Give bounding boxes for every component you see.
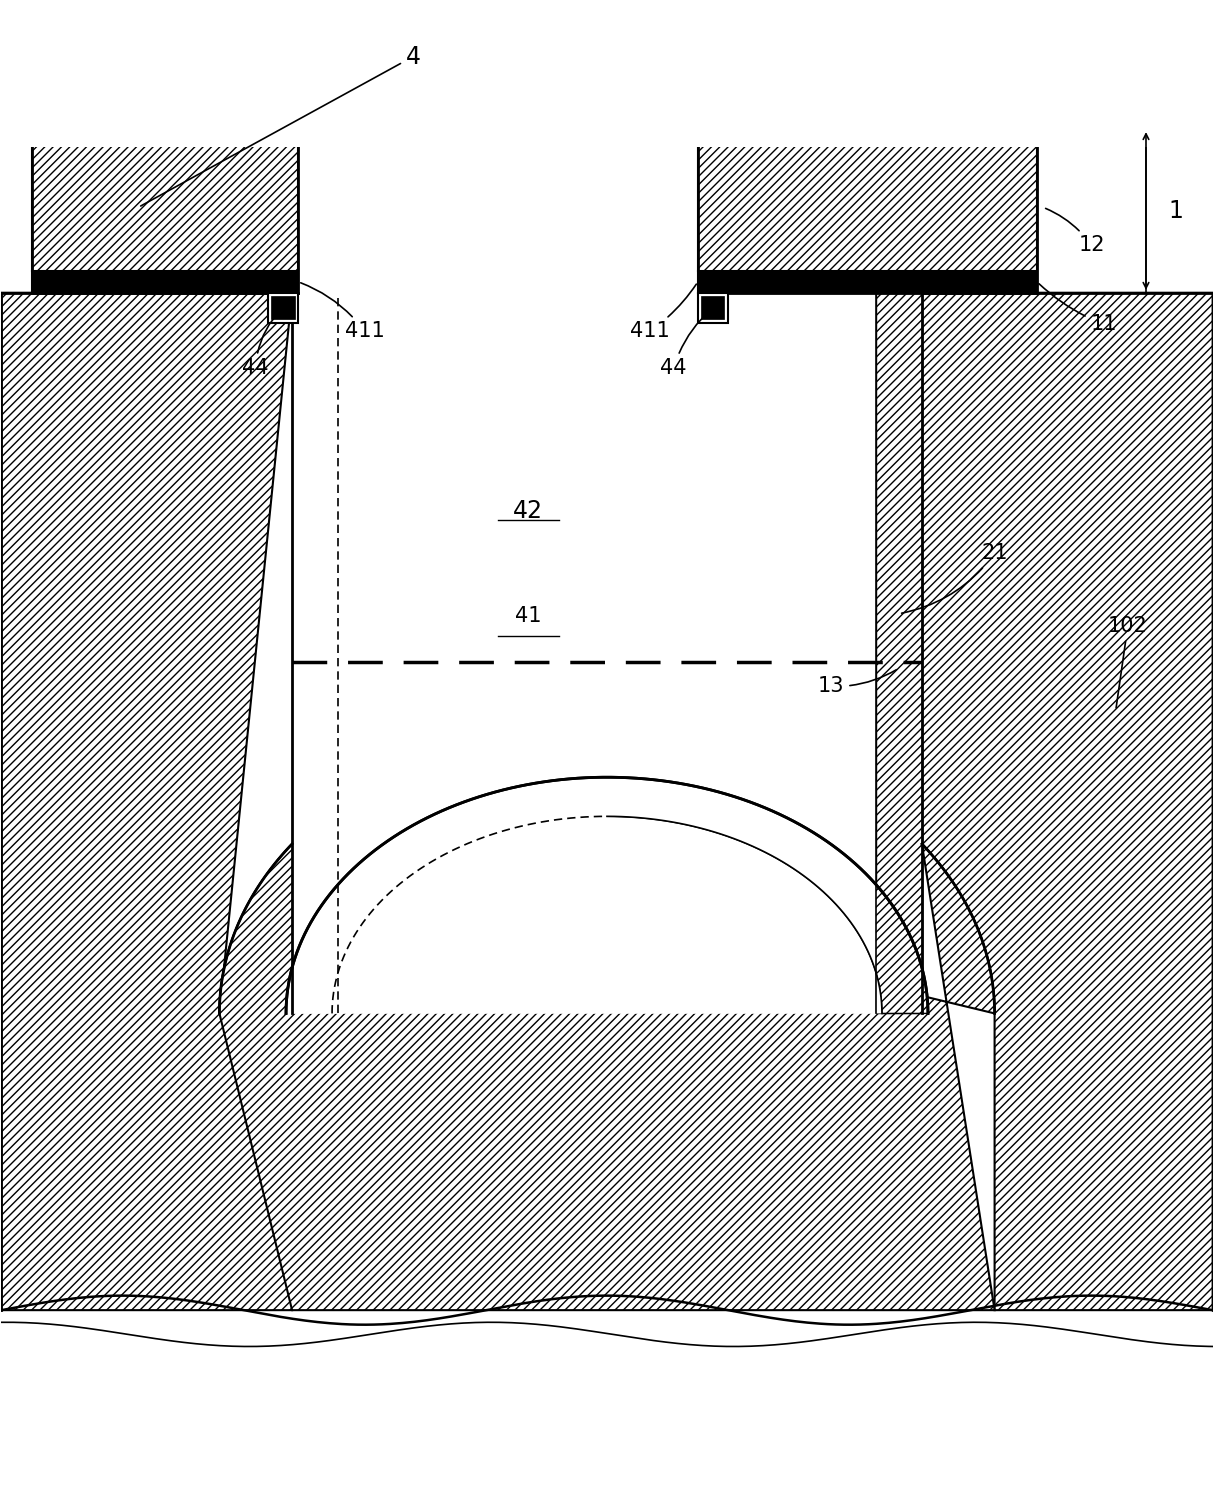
Text: 102: 102 xyxy=(1108,616,1147,708)
Text: 41: 41 xyxy=(515,605,541,626)
Polygon shape xyxy=(287,292,927,1014)
Text: 13: 13 xyxy=(818,670,896,696)
Bar xyxy=(698,271,1037,292)
Polygon shape xyxy=(287,777,607,1014)
Bar xyxy=(32,143,299,271)
Bar xyxy=(272,297,295,319)
Bar xyxy=(268,292,299,322)
Polygon shape xyxy=(220,843,994,1310)
Polygon shape xyxy=(1,292,293,1310)
Bar xyxy=(32,130,299,143)
Text: 411: 411 xyxy=(301,283,385,342)
Text: 12: 12 xyxy=(1045,208,1105,256)
Bar xyxy=(698,143,1037,271)
Polygon shape xyxy=(607,777,927,1014)
Polygon shape xyxy=(921,292,1213,1310)
Text: 42: 42 xyxy=(514,498,544,523)
Text: 11: 11 xyxy=(1039,283,1117,334)
Polygon shape xyxy=(293,292,339,1014)
Bar xyxy=(698,292,728,322)
Bar xyxy=(702,297,725,319)
Text: 4: 4 xyxy=(141,45,421,206)
Bar xyxy=(32,271,299,292)
Text: 44: 44 xyxy=(660,310,711,378)
Text: 1: 1 xyxy=(1169,199,1184,223)
Text: 44: 44 xyxy=(243,310,280,378)
Polygon shape xyxy=(875,292,921,1014)
Polygon shape xyxy=(333,292,881,1014)
Text: 21: 21 xyxy=(902,544,1008,613)
Bar xyxy=(698,130,1037,143)
Text: 411: 411 xyxy=(630,285,697,342)
